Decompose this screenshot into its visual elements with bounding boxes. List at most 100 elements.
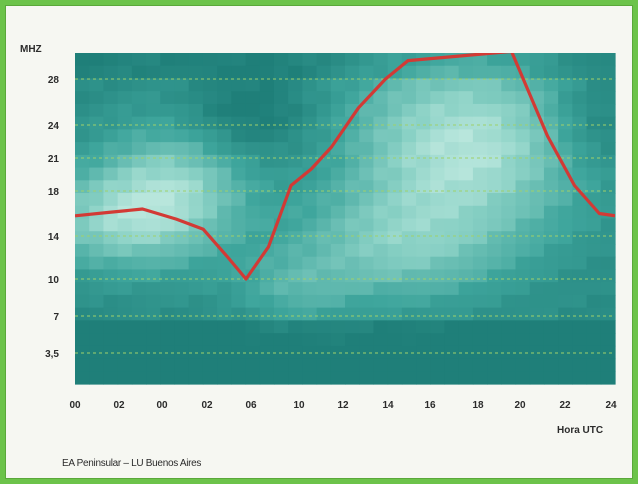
heatmap-cell	[245, 218, 261, 232]
heatmap-cell	[586, 243, 602, 258]
heatmap-cell	[543, 180, 559, 194]
heatmap-cell	[515, 269, 531, 283]
y-tick-label: 24	[48, 121, 60, 132]
heatmap-cell	[430, 65, 446, 80]
heatmap-cell	[75, 307, 90, 321]
heatmap-cell	[302, 358, 318, 372]
heatmap-cell	[401, 116, 417, 130]
heatmap-cell	[600, 269, 616, 283]
heatmap-cell	[501, 218, 517, 232]
heatmap-cell	[430, 205, 446, 220]
heatmap-cell	[515, 231, 531, 245]
heatmap-cell	[472, 193, 488, 207]
heatmap-cell	[103, 142, 119, 156]
heatmap-cell	[117, 294, 133, 309]
heatmap-cell	[188, 142, 204, 156]
heatmap-cell	[273, 371, 289, 385]
heatmap-cell	[146, 243, 161, 258]
heatmap-cell	[359, 167, 375, 181]
heatmap-cell	[231, 53, 247, 67]
heatmap-cell	[231, 103, 247, 118]
heatmap-cell	[75, 243, 90, 258]
heatmap-cell	[430, 358, 446, 372]
heatmap-cell	[416, 256, 431, 271]
heatmap-cell	[444, 256, 460, 271]
heatmap-cell	[600, 256, 616, 271]
heatmap-cell	[302, 91, 318, 105]
heatmap-cell	[558, 116, 573, 130]
heatmap-cell	[558, 193, 573, 207]
heatmap-cell	[245, 256, 261, 271]
heatmap-cell	[529, 129, 545, 143]
heatmap-cell	[416, 243, 431, 258]
heatmap-cell	[387, 180, 403, 194]
heatmap-cell	[174, 333, 190, 347]
heatmap-cell	[558, 269, 573, 283]
heatmap-cell	[160, 218, 176, 232]
heatmap-cell	[75, 345, 90, 360]
heatmap-cell	[174, 307, 190, 321]
heatmap-cell	[458, 371, 474, 385]
heatmap-cell	[316, 103, 332, 118]
heatmap-cell	[117, 154, 133, 169]
heatmap-cell	[600, 65, 616, 80]
heatmap-cell	[302, 282, 318, 296]
heatmap-cell	[501, 116, 517, 130]
heatmap-cell	[515, 154, 531, 169]
heatmap-cell	[487, 358, 502, 372]
heatmap-cell	[558, 103, 573, 118]
heatmap-cell	[117, 269, 133, 283]
heatmap-cell	[359, 129, 375, 143]
heatmap-cell	[89, 180, 105, 194]
heatmap-cell	[572, 53, 588, 67]
heatmap-cell	[117, 142, 133, 156]
heatmap-cell	[231, 154, 247, 169]
heatmap-cell	[401, 320, 417, 334]
heatmap-cell	[202, 256, 218, 271]
heatmap-cell	[75, 65, 90, 80]
heatmap-cell	[330, 333, 346, 347]
heatmap-cell	[302, 53, 318, 67]
heatmap-cell	[444, 345, 460, 360]
heatmap-cell	[572, 167, 588, 181]
heatmap-cell	[501, 358, 517, 372]
heatmap-cell	[217, 103, 232, 118]
heatmap-cell	[231, 91, 247, 105]
heatmap-cell	[416, 282, 431, 296]
heatmap-cell	[600, 116, 616, 130]
heatmap-cell	[302, 307, 318, 321]
heatmap-cell	[501, 154, 517, 169]
heatmap-cell	[302, 167, 318, 181]
heatmap-cell	[529, 243, 545, 258]
heatmap-cell	[245, 78, 261, 92]
heatmap-cell	[89, 345, 105, 360]
heatmap-cell	[387, 142, 403, 156]
heatmap-cell	[160, 116, 176, 130]
heatmap-cell	[316, 129, 332, 143]
heatmap-cell	[330, 294, 346, 309]
heatmap-cell	[202, 129, 218, 143]
heatmap-cell	[131, 116, 147, 130]
heatmap-cell	[103, 65, 119, 80]
heatmap-cell	[330, 154, 346, 169]
heatmap-cell	[600, 103, 616, 118]
heatmap-cell	[75, 333, 90, 347]
heatmap-cell	[259, 282, 275, 296]
heatmap-cell	[231, 282, 247, 296]
heatmap-cell	[188, 256, 204, 271]
heatmap-cell	[373, 91, 389, 105]
heatmap-cell	[188, 307, 204, 321]
heatmap-cell	[373, 129, 389, 143]
heatmap-cell	[131, 180, 147, 194]
heatmap-cell	[416, 180, 431, 194]
heatmap-cell	[146, 193, 161, 207]
heatmap-cell	[273, 294, 289, 309]
heatmap-cell	[345, 78, 360, 92]
heatmap-cell	[515, 333, 531, 347]
heatmap-cell	[117, 53, 133, 67]
heatmap-cell	[174, 142, 190, 156]
heatmap-cell	[345, 333, 360, 347]
heatmap-cell	[529, 78, 545, 92]
heatmap-cell	[316, 358, 332, 372]
x-tick-label: 20	[514, 400, 526, 411]
